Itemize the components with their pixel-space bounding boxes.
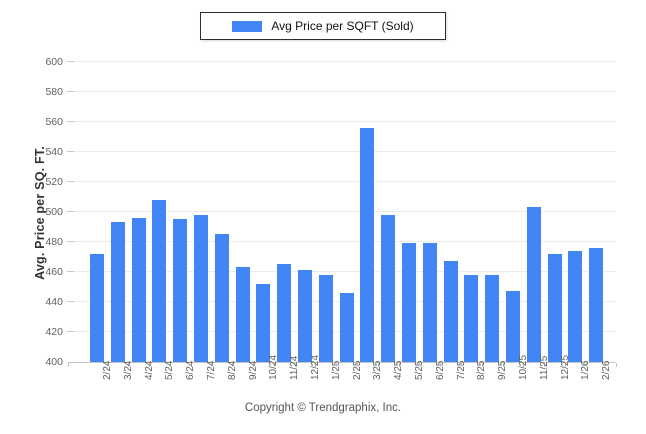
y-axis-label-440: 440 xyxy=(45,296,63,308)
x-tick xyxy=(461,363,462,367)
bar-12/25 xyxy=(547,254,562,362)
x-tick xyxy=(544,363,546,367)
y-tick-420 xyxy=(67,331,74,332)
bar-2/25 xyxy=(339,293,354,362)
y-axis-label-520: 520 xyxy=(45,176,63,188)
legend: Avg Price per SQFT (Sold) xyxy=(0,12,646,40)
y-tick-600 xyxy=(67,61,74,62)
y-tick-540 xyxy=(67,151,74,152)
x-tick xyxy=(315,363,317,367)
y-axis-label-460: 460 xyxy=(45,266,63,278)
y-tick-500 xyxy=(67,211,74,212)
bar-11/25 xyxy=(526,207,541,362)
bar-11/24 xyxy=(277,264,292,362)
y-axis-label-400: 400 xyxy=(45,356,63,368)
legend-item-avg-price-sqft[interactable]: Avg Price per SQFT (Sold) xyxy=(200,12,446,40)
gridline-540 xyxy=(68,151,616,152)
x-tick xyxy=(565,363,566,367)
bar-10/25 xyxy=(506,291,520,362)
bar-4/24 xyxy=(131,218,146,362)
y-axis-label-420: 420 xyxy=(45,326,63,338)
bar-9/24 xyxy=(235,267,250,362)
y-axis-label-560: 560 xyxy=(45,116,63,128)
x-tick xyxy=(232,363,234,367)
gridline-580 xyxy=(68,91,616,92)
x-tick xyxy=(336,363,338,367)
y-tick-480 xyxy=(67,241,74,242)
bar-2/26 xyxy=(589,248,604,362)
x-tick xyxy=(68,363,69,367)
y-axis-label-600: 600 xyxy=(45,56,63,68)
gridline-520 xyxy=(68,181,616,182)
bar-6/24 xyxy=(173,219,188,362)
bar-5/25 xyxy=(402,243,416,362)
x-tick xyxy=(128,363,130,367)
bar-9/25 xyxy=(485,275,500,362)
bar-1/26 xyxy=(568,251,583,362)
x-axis-label-2/26: 2/26 xyxy=(601,360,613,380)
gridline-480 xyxy=(68,241,616,242)
bar-4/25 xyxy=(381,215,396,362)
gridline-600 xyxy=(68,61,616,62)
x-tick xyxy=(149,363,150,367)
x-tick xyxy=(190,363,192,367)
x-tick xyxy=(273,363,275,367)
copyright-text: Copyright © Trendgraphix, Inc. xyxy=(244,402,402,414)
y-tick-440 xyxy=(67,301,74,302)
x-tick xyxy=(585,363,587,367)
legend-swatch-icon xyxy=(232,20,263,32)
gridline-460 xyxy=(68,271,616,272)
bar-2/24 xyxy=(90,254,104,362)
bar-12/24 xyxy=(298,270,312,362)
bar-1/25 xyxy=(318,275,333,362)
y-tick-460 xyxy=(67,271,74,272)
bar-6/25 xyxy=(422,243,437,362)
x-tick xyxy=(377,363,379,367)
y-axis-label-540: 540 xyxy=(45,146,63,158)
x-tick xyxy=(169,363,171,367)
gridline-500 xyxy=(68,211,616,212)
x-tick xyxy=(211,363,213,367)
x-tick xyxy=(502,363,504,367)
bar-8/25 xyxy=(464,275,479,362)
bar-8/24 xyxy=(214,234,229,362)
y-axis-label-500: 500 xyxy=(45,206,63,218)
y-axis-label-480: 480 xyxy=(45,236,63,248)
y-axis-label-580: 580 xyxy=(45,86,63,98)
x-tick xyxy=(419,363,421,367)
bar-7/24 xyxy=(194,215,208,362)
x-tick xyxy=(440,363,442,367)
x-tick xyxy=(616,363,617,367)
y-tick-560 xyxy=(67,121,74,122)
x-tick xyxy=(523,363,525,367)
x-tick xyxy=(357,363,358,367)
x-tick xyxy=(253,363,254,367)
x-tick xyxy=(398,363,400,367)
plot-area xyxy=(67,61,616,363)
bar-5/24 xyxy=(152,200,167,362)
legend-label: Avg Price per SQFT (Sold) xyxy=(271,19,414,33)
y-tick-520 xyxy=(67,181,74,182)
x-tick xyxy=(107,363,109,367)
x-tick xyxy=(294,363,296,367)
x-tick xyxy=(481,363,483,367)
bar-3/24 xyxy=(110,222,125,362)
gridline-560 xyxy=(68,121,616,122)
bar-3/25 xyxy=(360,128,375,362)
y-tick-580 xyxy=(67,91,74,92)
bar-7/25 xyxy=(443,261,458,362)
bar-10/24 xyxy=(256,284,271,362)
